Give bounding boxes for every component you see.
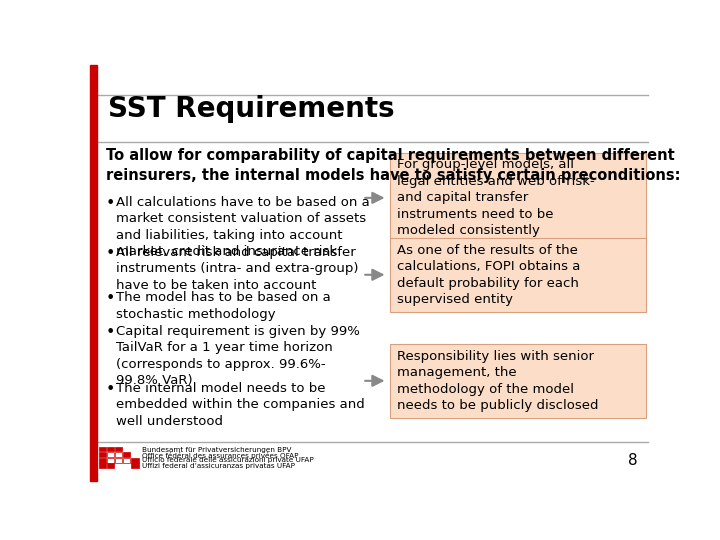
Bar	[107, 447, 114, 451]
Bar	[99, 452, 106, 457]
Bar	[99, 458, 106, 463]
Text: Uffizi federal d’assicuranzas privatas UFAP: Uffizi federal d’assicuranzas privatas U…	[142, 463, 295, 469]
Bar	[115, 458, 122, 463]
Text: •: •	[106, 382, 115, 397]
Text: All relevant risk and capital transfer
instruments (intra- and extra-group)
have: All relevant risk and capital transfer i…	[116, 246, 358, 292]
Bar	[115, 447, 122, 451]
Text: Office fédéral des assurances privées OFAP: Office fédéral des assurances privées OF…	[142, 452, 299, 459]
Bar	[131, 458, 138, 463]
Text: SST Requirements: SST Requirements	[109, 95, 395, 123]
Bar	[390, 344, 647, 418]
Bar	[99, 463, 106, 468]
Bar	[99, 447, 106, 451]
Text: The internal model needs to be
embedded within the companies and
well understood: The internal model needs to be embedded …	[116, 382, 364, 428]
Text: For group-level models, all
legal entities and web of risk-
and capital transfer: For group-level models, all legal entiti…	[397, 158, 595, 238]
Bar	[390, 238, 647, 312]
Text: To allow for comparability of capital requirements between different
reinsurers,: To allow for comparability of capital re…	[106, 148, 680, 184]
Bar	[123, 458, 130, 463]
Text: Responsibility lies with senior
management, the
methodology of the model
needs t: Responsibility lies with senior manageme…	[397, 349, 598, 412]
Bar	[107, 458, 114, 463]
Bar	[390, 152, 647, 243]
Text: Ufficio federale delle assicurazioni private UFAP: Ufficio federale delle assicurazioni pri…	[142, 457, 314, 463]
Text: 8: 8	[629, 453, 638, 468]
Text: Capital requirement is given by 99%
TailVaR for a 1 year time horizon
(correspon: Capital requirement is given by 99% Tail…	[116, 325, 359, 387]
Text: •: •	[106, 292, 115, 306]
Bar	[131, 463, 138, 468]
Bar	[123, 452, 130, 457]
Text: All calculations have to be based on a
market consistent valuation of assets
and: All calculations have to be based on a m…	[116, 196, 369, 258]
Text: •: •	[106, 325, 115, 340]
Text: •: •	[106, 246, 115, 261]
Bar	[107, 463, 114, 468]
Text: The model has to be based on a
stochastic methodology: The model has to be based on a stochasti…	[116, 292, 330, 321]
Bar	[115, 452, 122, 457]
Text: As one of the results of the
calculations, FOPI obtains a
default probability fo: As one of the results of the calculation…	[397, 244, 580, 306]
Bar	[107, 452, 114, 457]
Bar	[90, 65, 97, 481]
Text: Bundesamt für Privatversicherungen BPV: Bundesamt für Privatversicherungen BPV	[142, 447, 292, 453]
Text: •: •	[106, 196, 115, 211]
